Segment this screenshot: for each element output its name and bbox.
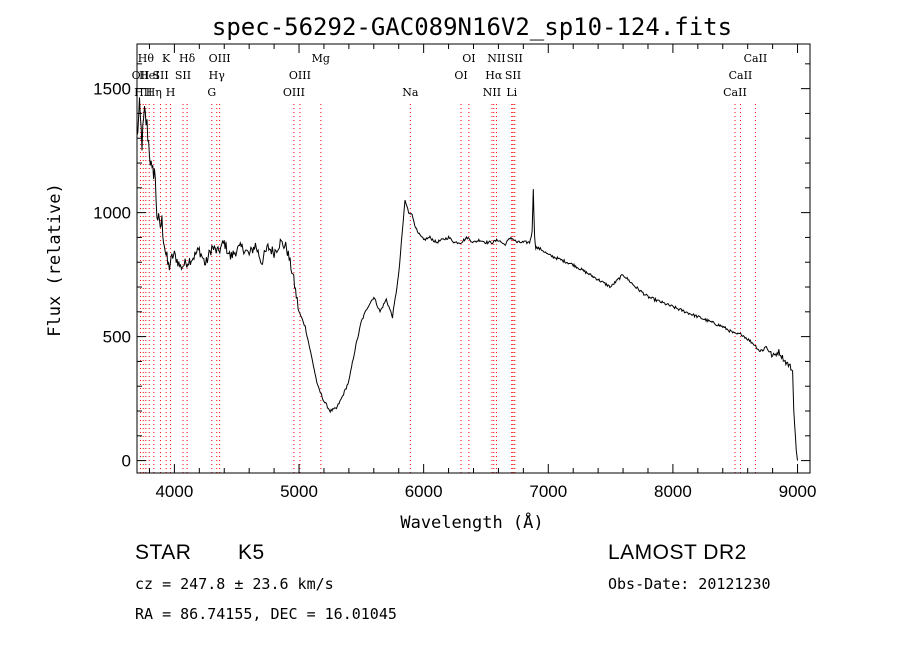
x-tick-label: 8000 — [654, 482, 692, 501]
chart-title: spec-56292-GAC089N16V2_sp10-124.fits — [212, 13, 732, 41]
line-marker-label: SII — [175, 69, 191, 82]
line-marker-label: H — [166, 86, 176, 99]
line-marker-label: Hη — [146, 86, 162, 99]
x-tick-label: 6000 — [405, 482, 443, 501]
x-tick-label: 7000 — [529, 482, 567, 501]
line-marker-label: Hθ — [138, 52, 155, 65]
y-tick-label: 1500 — [93, 80, 131, 99]
line-marker-label: CaII — [723, 86, 747, 99]
observation-date: Obs-Date: 20121230 — [608, 575, 771, 593]
survey-name: LAMOST DR2 — [608, 541, 747, 564]
line-marker-label: CaII — [729, 69, 753, 82]
line-marker-label: SII — [507, 52, 523, 65]
x-tick-label: 5000 — [280, 482, 318, 501]
y-axis-label: Flux (relative) — [45, 183, 65, 337]
coordinates: RA = 86.74155, DEC = 16.01045 — [135, 605, 397, 623]
object-class: STAR — [135, 541, 192, 564]
x-tick-label: 4000 — [155, 482, 193, 501]
line-marker-label: OIII — [289, 69, 311, 82]
line-marker-label: OIII — [283, 86, 305, 99]
line-marker-label: Hγ — [209, 69, 226, 82]
line-marker-label: CaII — [744, 52, 768, 65]
line-marker-label: Li — [506, 86, 517, 99]
line-marker-label: Hα — [485, 69, 503, 82]
y-tick-label: 1000 — [93, 204, 131, 223]
line-marker-label: Mg — [312, 52, 330, 65]
object-subclass: K5 — [238, 541, 265, 564]
line-marker-label: Hδ — [179, 52, 196, 65]
line-marker-labels: OIIHIIHθHeIHηSIIKHSIIHδGHγOIIIOIIIOIIIMg… — [132, 52, 768, 99]
plot-frame — [136, 43, 811, 474]
line-marker-label: SII — [152, 69, 168, 82]
line-marker-label: OIII — [209, 52, 231, 65]
line-marker-label: OII — [132, 69, 150, 82]
line-marker-label: NII — [483, 86, 501, 99]
y-tick-label: 500 — [103, 328, 131, 347]
y-tick-label: 0 — [122, 452, 131, 471]
line-marker-label: NII — [487, 52, 505, 65]
line-marker-label: G — [207, 86, 216, 99]
line-marker-label: OI — [462, 52, 475, 65]
line-marker-label: HeI — [139, 69, 159, 82]
line-marker-label: OI — [454, 69, 467, 82]
x-tick-label: 9000 — [779, 482, 817, 501]
axis-ticks: 4000 5000 6000 7000 8000 9000 0 500 1000 1500 — [93, 44, 816, 501]
x-axis-label: Wavelength (Å) — [400, 511, 543, 533]
line-marker-label: SII — [505, 69, 521, 82]
line-marker-label: Na — [402, 86, 419, 99]
redshift-value: cz = 247.8 ± 23.6 km/s — [135, 575, 334, 593]
line-marker-label: K — [162, 52, 171, 65]
spectrum-line — [136, 97, 798, 461]
line-markers — [139, 104, 756, 473]
line-marker-label: HII — [134, 86, 152, 99]
